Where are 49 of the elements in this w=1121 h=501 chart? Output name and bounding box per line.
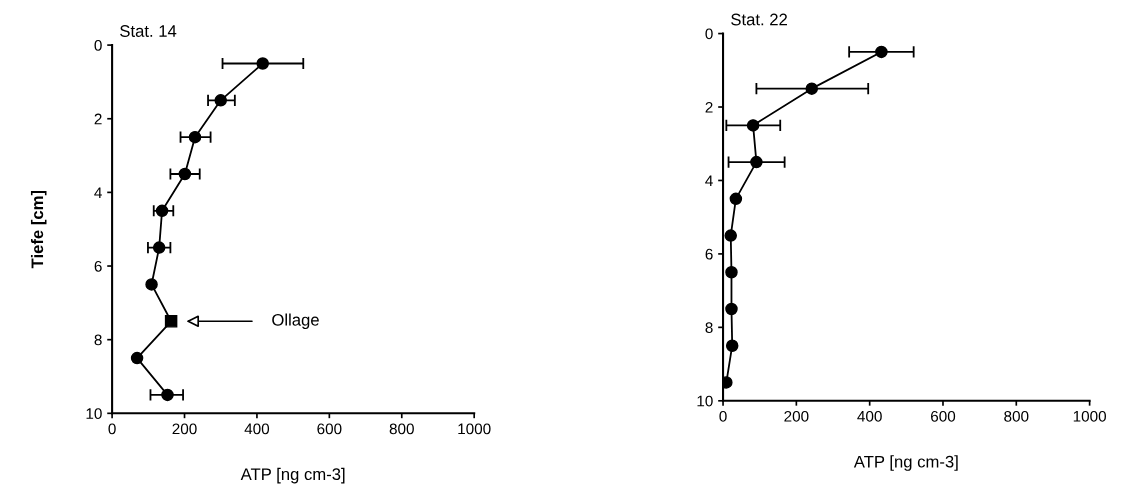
point [161,388,174,402]
point [805,82,819,95]
y-tick-label: 8 [94,334,102,346]
point [178,167,192,181]
x-tick-label: 1000 [458,423,491,435]
x-tick-label: 1000 [1073,410,1107,422]
y-tick-label: 0 [705,28,713,40]
y-tick-label: 6 [705,248,713,260]
point [729,192,743,206]
point [725,339,739,352]
x-tick-label: 400 [244,423,270,435]
x-tick-label: 200 [784,410,809,422]
x-axis-title: ATP [ng cm-3] [240,467,345,484]
point [875,45,888,59]
point [130,351,144,365]
y-axis-title: Tiefe [cm] [30,190,47,269]
point [256,57,269,70]
point [750,155,763,169]
x-tick-label: 0 [108,423,116,435]
y-tick-label: 8 [705,322,713,334]
y-tick-label: 4 [705,175,713,186]
point [145,278,158,291]
point [214,94,227,107]
x-tick-label: 600 [931,410,956,422]
y-tick-label: 6 [94,260,102,272]
point [155,204,169,218]
point [152,241,166,254]
point [164,315,178,328]
point [724,229,737,242]
chart-title: Stat. 14 [120,25,177,37]
annotation: Ollage [272,313,319,330]
point [188,130,202,144]
point [725,266,738,279]
y-tick-label: 10 [697,395,713,407]
x-tick-label: 400 [857,410,882,422]
point [746,119,760,132]
y-tick-label: 0 [94,39,102,51]
point [725,302,738,316]
y-tick-label: 2 [705,101,713,113]
x-tick-label: 600 [317,423,342,435]
y-tick-label: 4 [94,187,102,198]
chart-title: Stat. 22 [731,13,787,26]
x-axis-title: ATP [ng cm-3] [853,455,958,471]
x-tick-label: 0 [719,410,727,422]
x-tick-label: 800 [389,423,414,435]
x-tick-label: 800 [1004,410,1029,422]
x-tick-label: 200 [172,423,197,435]
y-tick-label: 10 [86,408,102,420]
y-tick-label: 2 [94,113,102,125]
